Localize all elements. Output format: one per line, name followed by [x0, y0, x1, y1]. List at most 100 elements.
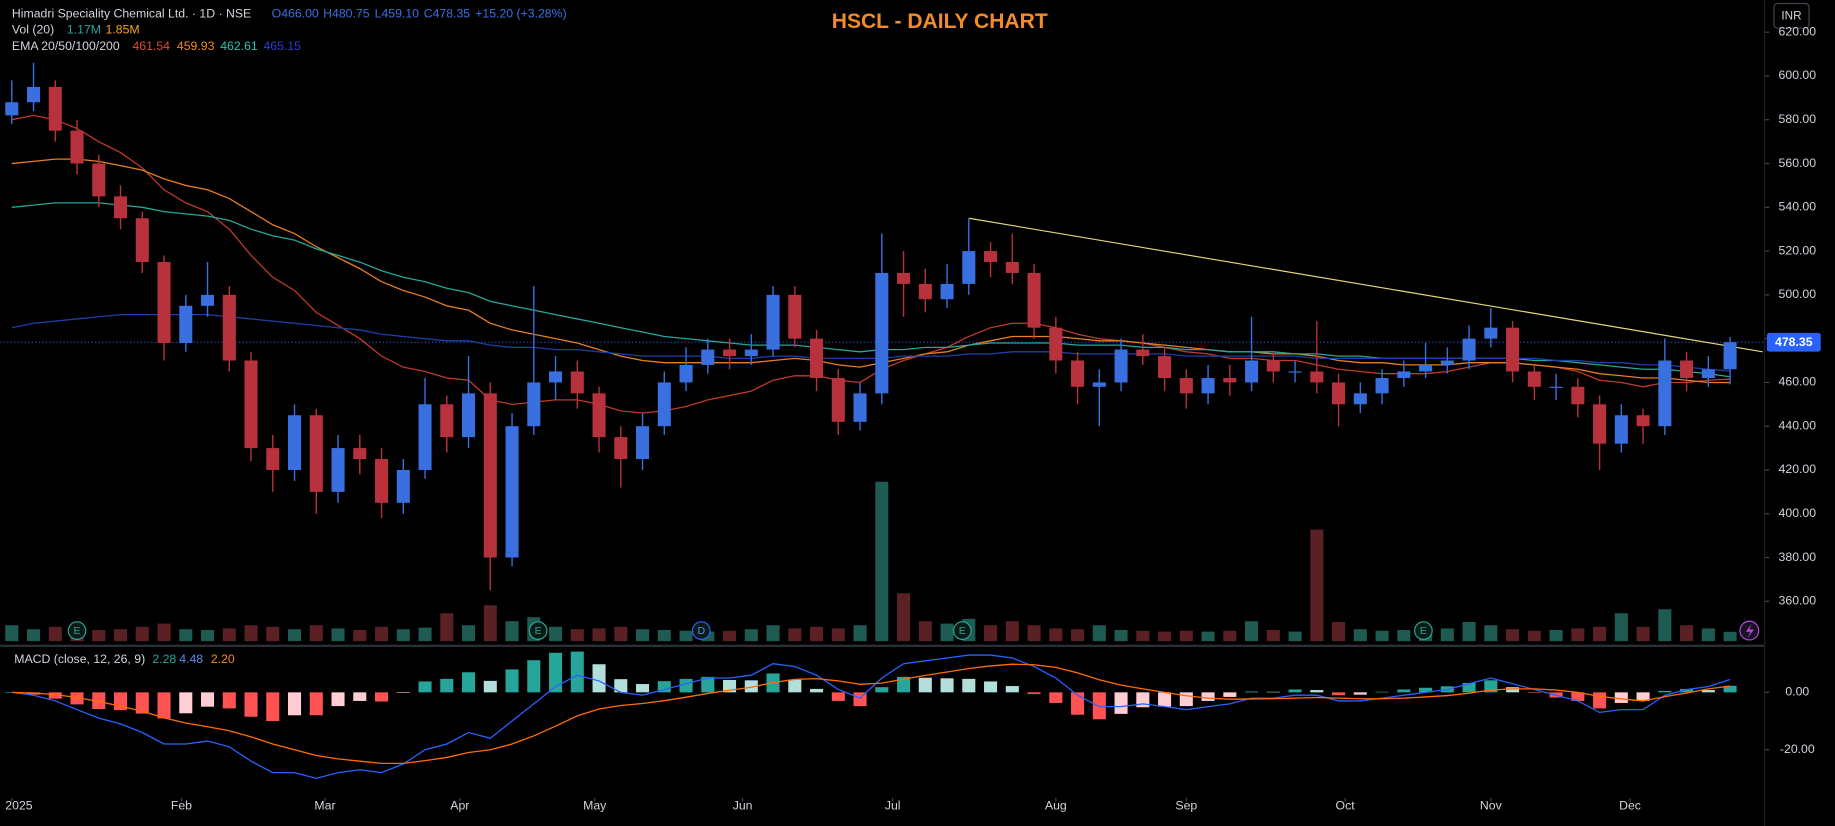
- candle-body: [744, 349, 758, 357]
- volume-bar: [222, 628, 236, 642]
- macd-legend-value: 4.48: [179, 652, 203, 666]
- y-tick-label: 540.00: [1779, 200, 1817, 214]
- macd-histogram-bar: [1353, 692, 1367, 695]
- macd-histogram-bar: [92, 692, 106, 709]
- macd-histogram-bar: [962, 678, 976, 693]
- volume-bar: [853, 625, 867, 642]
- y-tick-label: 500.00: [1779, 287, 1817, 301]
- candle-body: [1593, 404, 1607, 444]
- volume-bar: [1310, 529, 1324, 642]
- x-tick-label: Jun: [733, 798, 753, 812]
- ema-line: [11, 158, 1731, 384]
- volume-bar: [1440, 628, 1454, 642]
- candle-body: [27, 86, 41, 103]
- y-tick-label: 440.00: [1779, 418, 1817, 432]
- macd-histogram-bar: [1288, 689, 1302, 693]
- volume-bar: [1071, 629, 1085, 642]
- macd-histogram-bar: [1223, 692, 1237, 697]
- candle-body: [1071, 360, 1085, 387]
- volume-bar: [114, 629, 128, 642]
- volume-bar: [875, 481, 889, 642]
- macd-histogram-bar: [831, 692, 845, 701]
- y-tick-label: 460.00: [1779, 375, 1817, 389]
- alert-icon-bolt[interactable]: [1745, 623, 1755, 639]
- candle-body: [657, 382, 671, 427]
- currency-box[interactable]: [1773, 2, 1810, 29]
- event-marker: [691, 621, 711, 640]
- volume-bar: [1571, 628, 1585, 642]
- volume-bar: [505, 621, 519, 642]
- volume-bar: [309, 625, 323, 642]
- volume-bar: [1484, 625, 1498, 642]
- volume-bar: [1114, 629, 1128, 642]
- macd-line: [11, 654, 1731, 780]
- volume-bar: [1223, 630, 1237, 642]
- candle-body: [462, 393, 476, 438]
- candle-body: [244, 360, 258, 449]
- volume-bar: [288, 629, 302, 642]
- candle-body: [875, 272, 889, 394]
- candle-body: [1353, 393, 1367, 405]
- event-marker: [952, 621, 972, 640]
- event-marker: [67, 621, 87, 640]
- volume-bar: [1332, 622, 1346, 642]
- volume-bar: [1527, 630, 1541, 642]
- y-tick-label: 360.00: [1779, 594, 1817, 608]
- candle-body: [179, 305, 193, 344]
- volume-bar: [918, 621, 932, 642]
- volume-bar: [1179, 630, 1193, 642]
- macd-legend-value: 2.28: [152, 652, 176, 666]
- y-tick-label: 380.00: [1779, 550, 1817, 564]
- macd-histogram-bar: [1332, 692, 1346, 696]
- macd-histogram-bar: [1614, 692, 1628, 703]
- macd-histogram-bar: [592, 664, 606, 693]
- volume-bar: [375, 626, 389, 642]
- candle-body: [962, 251, 976, 284]
- macd-histogram-bar: [1375, 691, 1389, 693]
- event-marker: [528, 621, 548, 640]
- x-tick-label: Oct: [1336, 798, 1356, 812]
- candle-body: [984, 251, 998, 263]
- macd-histogram-bar: [1027, 692, 1041, 695]
- volume-bar: [1288, 631, 1302, 642]
- currency[interactable]: INR: [1781, 9, 1801, 22]
- ema-line: [11, 114, 1731, 414]
- candle-body: [1440, 360, 1454, 365]
- candle-body: [353, 448, 367, 460]
- volume-bar: [1375, 630, 1389, 642]
- macd-histogram-bar: [331, 692, 345, 707]
- volume-bar: [483, 605, 497, 642]
- y-tick-label: 600.00: [1779, 68, 1817, 82]
- macd-histogram-bar: [222, 692, 236, 709]
- macd-histogram-bar: [570, 651, 584, 693]
- volume-bar: [1723, 631, 1737, 642]
- x-tick-label: Apr: [450, 798, 469, 812]
- macd-histogram-bar: [1071, 692, 1085, 715]
- volume-bar: [1201, 631, 1215, 642]
- volume-bar: [614, 626, 628, 642]
- volume-bar: [48, 626, 62, 642]
- volume-bar: [1397, 629, 1411, 642]
- volume-bar: [1614, 613, 1628, 642]
- ohlc-label: H480.75: [323, 6, 370, 20]
- macd-histogram-bar: [1680, 688, 1694, 693]
- candle-body: [440, 404, 454, 438]
- macd-histogram-bar: [636, 684, 650, 693]
- macd-histogram-bar: [48, 692, 62, 699]
- macd-histogram-bar: [1506, 687, 1520, 693]
- volume-bar: [1680, 625, 1694, 642]
- macd-histogram-bar: [1701, 690, 1715, 693]
- candle-body: [222, 294, 236, 361]
- candle-body: [1701, 369, 1715, 379]
- volume-bar: [679, 630, 693, 642]
- macd-histogram-bar: [1049, 692, 1063, 703]
- candle-body: [918, 283, 932, 300]
- candle-body: [1288, 371, 1302, 373]
- macd-histogram-bar: [744, 680, 758, 693]
- candle-body: [1506, 327, 1520, 372]
- candle-body: [1614, 415, 1628, 444]
- last-price-tag: [1766, 332, 1821, 352]
- x-tick-label: Jul: [885, 798, 901, 812]
- trendline: [968, 217, 1763, 353]
